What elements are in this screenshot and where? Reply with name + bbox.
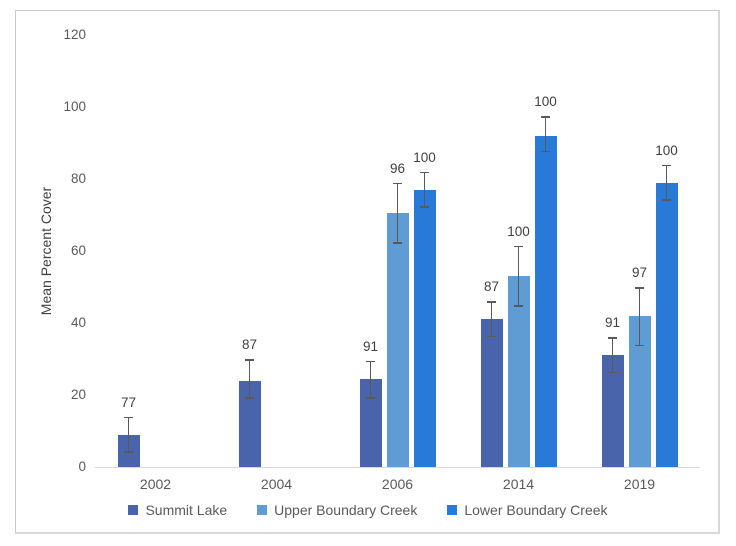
error-bar-upper-boundary-creek-2006 — [396, 182, 399, 244]
error-bar-cap — [541, 150, 550, 152]
error-bar-summit-lake-2004 — [248, 359, 251, 399]
error-bar-cap — [393, 242, 402, 244]
y-axis-tick-label-20: 20 — [70, 387, 86, 402]
error-bar-cap — [420, 171, 429, 174]
y-axis-tick-label-40: 40 — [70, 315, 86, 330]
legend-label-upper-boundary-creek: Upper Boundary Creek — [274, 502, 418, 518]
error-bar-cap — [124, 451, 133, 453]
bar-summit-lake-2006 — [359, 378, 382, 467]
legend: Summit Lake Upper Boundary Creek Lower Bou… — [0, 502, 736, 518]
legend-marker-summit-lake — [128, 505, 139, 515]
bar-summit-lake-2014 — [480, 319, 503, 467]
bar-lower-boundary-creek-2019 — [655, 182, 678, 467]
legend-label-summit-lake: Summit Lake — [145, 502, 228, 518]
data-label-lower-boundary-creek-2019: 100 — [655, 142, 678, 158]
x-axis-label-2006: 2006 — [381, 476, 414, 492]
error-bar-cap — [366, 397, 375, 399]
error-bar-cap — [514, 245, 523, 248]
y-axis-tick-label-100: 100 — [63, 99, 86, 114]
data-label-summit-lake-2006: 91 — [362, 338, 379, 354]
data-label-upper-boundary-creek-2014: 100 — [507, 223, 530, 239]
legend-item-summit-lake: Summit Lake — [128, 502, 227, 518]
error-bar-cap — [420, 206, 429, 208]
data-label-summit-lake-2014: 87 — [483, 279, 500, 295]
error-bar-cap — [541, 116, 550, 118]
x-axis-label-2004: 2004 — [260, 476, 293, 492]
data-label-lower-boundary-creek-2014: 100 — [534, 94, 557, 109]
error-bar-lower-boundary-creek-2019 — [665, 164, 668, 201]
x-axis-label-2019: 2019 — [623, 476, 656, 492]
error-bar-cap — [487, 335, 496, 338]
bar-upper-boundary-creek-2006 — [386, 213, 409, 467]
error-bar-cap — [124, 416, 133, 419]
y-axis-tick-label-120: 120 — [63, 27, 86, 42]
error-bar-summit-lake-2002 — [127, 416, 130, 453]
error-bar-cap — [662, 164, 671, 167]
error-bar-cap — [366, 360, 375, 363]
error-bar-cap — [608, 337, 617, 339]
error-bar-cap — [514, 305, 523, 307]
data-label-summit-lake-2004: 87 — [241, 337, 258, 352]
bar-summit-lake-2004 — [238, 380, 261, 467]
y-axis-tick-label-60: 60 — [70, 243, 86, 258]
error-bar-upper-boundary-creek-2019 — [638, 287, 641, 347]
error-bar-cap — [245, 359, 254, 361]
error-bar-cap — [487, 301, 496, 303]
y-axis-tick-label-0: 0 — [78, 459, 86, 474]
bar-upper-boundary-creek-2019 — [628, 315, 651, 467]
error-bar-cap — [393, 182, 402, 185]
error-bar-cap — [245, 397, 254, 399]
bar-upper-boundary-creek-2014 — [507, 276, 530, 467]
error-bar-lower-boundary-creek-2014 — [544, 116, 547, 152]
data-label-summit-lake-2019: 91 — [604, 315, 621, 331]
x-axis-line — [95, 467, 700, 468]
y-axis-tick-label-80: 80 — [70, 171, 86, 186]
error-bar-upper-boundary-creek-2014 — [517, 245, 520, 307]
error-bar-summit-lake-2019 — [611, 337, 614, 374]
data-label-summit-lake-2002: 77 — [120, 394, 137, 410]
error-bar-summit-lake-2006 — [369, 360, 372, 399]
error-bar-summit-lake-2014 — [490, 301, 493, 338]
data-label-upper-boundary-creek-2019: 97 — [631, 265, 648, 280]
legend-item-lower-boundary-creek: Lower Boundary Creek — [447, 502, 608, 518]
error-bar-lower-boundary-creek-2006 — [423, 171, 426, 208]
error-bar-cap — [635, 287, 644, 289]
data-label-lower-boundary-creek-2006: 100 — [413, 149, 436, 165]
bar-lower-boundary-creek-2014 — [534, 135, 557, 467]
error-bar-cap — [635, 344, 644, 347]
legend-marker-upper-boundary-creek — [257, 505, 268, 515]
x-axis-label-2014: 2014 — [502, 476, 535, 492]
legend-item-upper-boundary-creek: Upper Boundary Creek — [257, 502, 417, 518]
data-label-upper-boundary-creek-2006: 96 — [389, 160, 406, 176]
error-bar-cap — [662, 199, 671, 201]
bar-lower-boundary-creek-2006 — [413, 189, 436, 467]
bar-summit-lake-2019 — [601, 355, 624, 467]
error-bar-cap — [608, 371, 617, 374]
legend-marker-lower-boundary-creek — [447, 505, 458, 515]
x-axis-label-2002: 2002 — [139, 476, 172, 492]
legend-label-lower-boundary-creek: Lower Boundary Creek — [464, 502, 608, 518]
